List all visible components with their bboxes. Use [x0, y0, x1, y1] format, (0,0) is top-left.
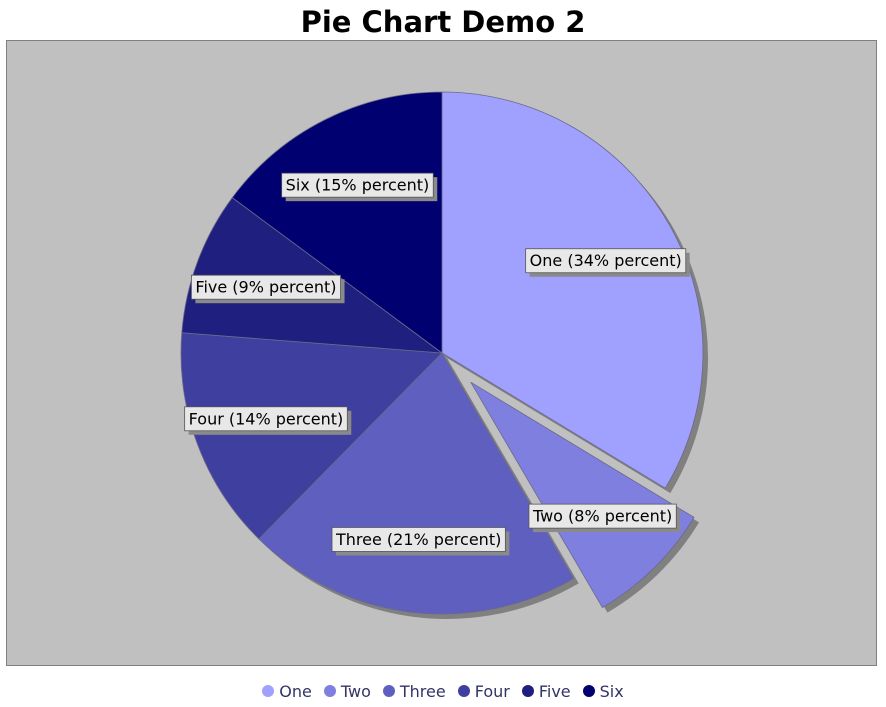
- slice-label-box-five: [191, 274, 341, 300]
- slice-label-text-four: Four (14% percent): [189, 409, 344, 428]
- pie-slice-four[interactable]: [180, 332, 443, 540]
- slice-label-four: Four (14% percent): [184, 406, 352, 435]
- legend-swatch-one: [262, 685, 275, 697]
- legend-label-five: Five: [538, 681, 571, 701]
- slice-label-text-one: One (34% percent): [530, 251, 682, 270]
- pie-slice-two[interactable]: [470, 381, 695, 609]
- slice-label-box-four: [184, 406, 348, 432]
- slice-label-six: Six (15% percent): [281, 172, 438, 202]
- legend-label-six: Six: [599, 681, 624, 701]
- legend-label-three: Three: [399, 681, 446, 701]
- slice-label-one: One (34% percent): [525, 248, 690, 277]
- legend-item-one: One: [262, 682, 312, 701]
- slice-label-box-three: [331, 527, 506, 552]
- legend-swatch-two: [323, 685, 336, 697]
- slice-label-text-two: Two (8% percent): [532, 507, 672, 526]
- chart-title: Pie Chart Demo 2: [300, 5, 586, 39]
- legend-label-one: One: [279, 681, 312, 701]
- legend-swatch-four: [457, 685, 470, 697]
- legend-label-two: Two: [340, 681, 371, 701]
- pie-slice-one[interactable]: [441, 91, 704, 489]
- legend-swatch-five: [521, 685, 534, 697]
- legend-item-six: Six: [582, 681, 624, 701]
- legend-label-four: Four: [474, 681, 510, 701]
- legend-item-three: Three: [382, 681, 446, 701]
- legend-item-two: Two: [323, 681, 371, 701]
- legend-swatch-six: [582, 685, 595, 697]
- slice-label-three: Three (21% percent): [331, 527, 510, 556]
- slice-label-box-six: [281, 172, 434, 198]
- pie-slice-six[interactable]: [231, 91, 443, 354]
- slice-label-two: Two (8% percent): [528, 503, 681, 533]
- legend-swatch-three: [382, 685, 395, 697]
- slice-label-five: Five (9% percent): [191, 274, 345, 304]
- slice-label-box-one: [525, 248, 687, 274]
- slice-label-box-two: [528, 503, 677, 529]
- slice-label-text-six: Six (15% percent): [286, 176, 430, 195]
- legend-item-five: Five: [521, 681, 571, 701]
- slice-label-text-three: Three (21% percent): [335, 530, 501, 549]
- legend-item-four: Four: [457, 681, 510, 701]
- legend: One Two Three Four Five Six: [0, 679, 886, 703]
- slice-label-text-five: Five (9% percent): [195, 278, 336, 297]
